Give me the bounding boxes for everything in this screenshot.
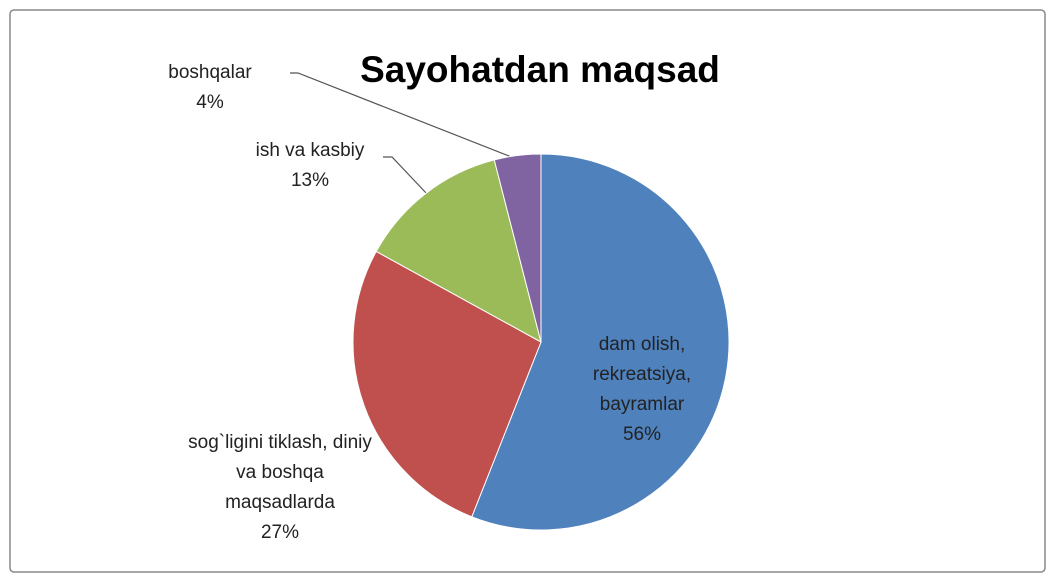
value-label: 4% xyxy=(196,92,224,113)
pie-slice xyxy=(375,159,542,343)
pie-slice xyxy=(493,153,542,343)
leader-line xyxy=(383,156,429,196)
value-label: 27% xyxy=(260,522,300,543)
category-label: boshqalar xyxy=(168,62,252,83)
value-label: 13% xyxy=(290,170,330,191)
category-label: sog`ligini tiklash, diniy va boshqa maqs… xyxy=(188,432,372,513)
leader-line xyxy=(290,72,515,159)
slice-label: dam olish, rekreatsiya, bayramlar 56% xyxy=(572,330,712,450)
pie-slice xyxy=(471,153,730,531)
slice-label: sog`ligini tiklash, diniy va boshqa maqs… xyxy=(188,428,373,548)
slice-label: boshqalar 4% xyxy=(150,58,270,118)
pie-slice xyxy=(352,250,542,518)
slice-label: ish va kasbiy 13% xyxy=(240,136,380,196)
value-label: 56% xyxy=(622,424,662,445)
chart-title: Sayohatdan maqsad xyxy=(360,49,720,90)
category-label: dam olish, rekreatsiya, bayramlar xyxy=(592,334,692,415)
category-label: ish va kasbiy xyxy=(255,140,365,161)
